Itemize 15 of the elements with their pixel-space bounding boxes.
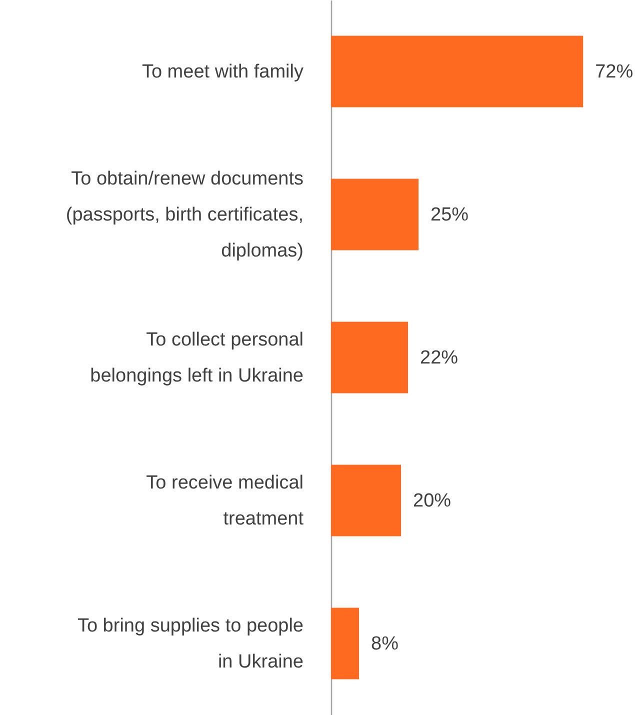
data-label: 72% [595,62,634,82]
bar [331,464,402,536]
bar [331,178,419,250]
bar [331,608,360,680]
y-tick-label: To bring supplies to people in Ukraine [77,616,304,672]
y-tick-label: To meet with family [142,62,304,82]
y-tick-label: To obtain/renew documents (passports, birth certificates, diplomas) [66,168,304,262]
bar [331,322,408,394]
data-label: 8% [371,634,399,654]
data-label: 25% [430,204,469,226]
y-tick-label: To collect personal belongings left in Ukraine [90,330,304,386]
y-tick-label: To receive medical treatment [146,472,304,530]
data-label: 20% [413,490,452,512]
bar [331,36,584,108]
data-label: 22% [420,348,458,368]
